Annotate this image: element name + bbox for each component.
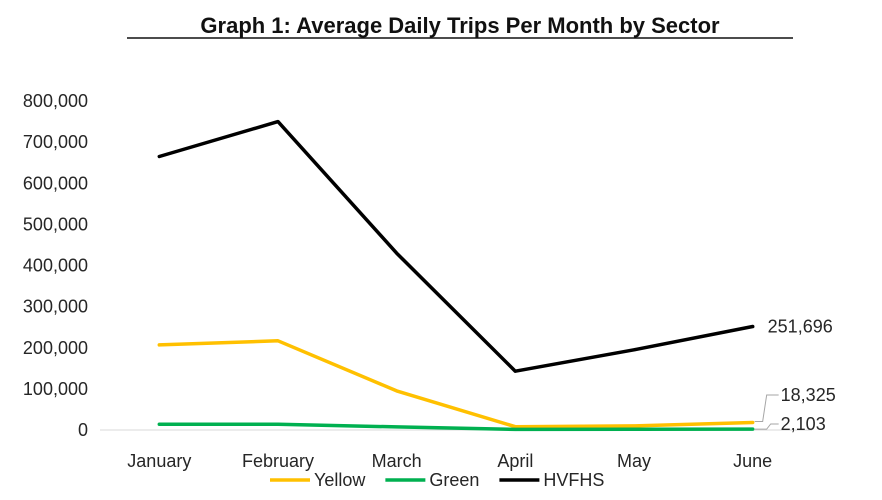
legend-label-green: Green: [429, 470, 479, 490]
x-tick-label: February: [242, 451, 314, 471]
data-label-green: 2,103: [781, 414, 826, 434]
x-tick-label: May: [617, 451, 651, 471]
leader-line-green: [754, 423, 779, 430]
data-label-yellow: 18,325: [781, 385, 836, 405]
series-lines: [157, 119, 755, 432]
data-label-hvfhs: 251,696: [768, 316, 833, 336]
series-line-yellow: [157, 339, 755, 429]
chart-title-group: Graph 1: Average Daily Trips Per Month b…: [127, 13, 793, 39]
y-tick-label: 0: [78, 420, 88, 440]
legend-label-hvfhs: HVFHS: [543, 470, 604, 490]
x-tick-label: June: [733, 451, 772, 471]
y-tick-label: 100,000: [23, 379, 88, 399]
x-tick-label: April: [497, 451, 533, 471]
y-tick-label: 300,000: [23, 297, 88, 317]
leader-line-yellow: [754, 394, 779, 422]
data-labels: 251,696 18,325 2,103: [754, 316, 836, 434]
series-line-green: [157, 422, 755, 432]
chart-title: Graph 1: Average Daily Trips Per Month b…: [200, 13, 720, 38]
y-tick-label: 400,000: [23, 256, 88, 276]
x-tick-label: January: [127, 451, 191, 471]
y-tick-label: 700,000: [23, 132, 88, 152]
y-tick-label: 200,000: [23, 338, 88, 358]
legend-label-yellow: Yellow: [314, 470, 366, 490]
x-tick-label: March: [372, 451, 422, 471]
x-axis-tick-labels: January February March April May June: [127, 451, 772, 471]
chart-legend: Yellow Green HVFHS: [270, 470, 604, 490]
y-tick-label: 800,000: [23, 91, 88, 111]
series-line-hvfhs: [157, 119, 755, 373]
y-axis-tick-labels: 0 100,000 200,000 300,000 400,000 500,000 600,…: [23, 91, 88, 440]
y-tick-label: 500,000: [23, 214, 88, 234]
y-tick-label: 600,000: [23, 173, 88, 193]
